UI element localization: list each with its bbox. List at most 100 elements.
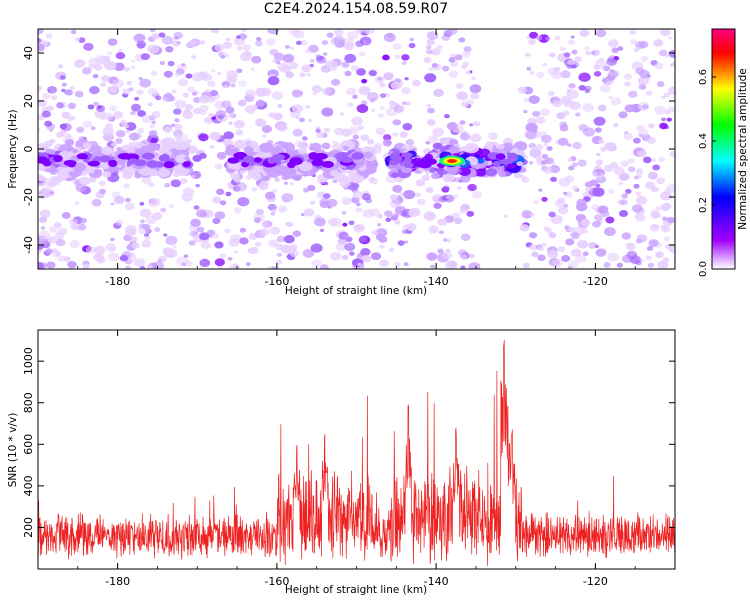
signal-speck [363, 151, 373, 159]
spectrogram-speck [599, 84, 611, 93]
snr-panel: -180 -160 -140 -120 200 400 600 800 1000 Height… [7, 329, 676, 596]
spectrogram-speck [341, 197, 352, 206]
spectrogram-speck [519, 224, 530, 232]
spectrogram-speck [445, 260, 458, 269]
spectrogram-speck [191, 55, 197, 59]
spectrogram-speck [539, 108, 551, 117]
spectrogram-speck [227, 76, 236, 83]
spectrogram-speck [568, 165, 575, 171]
spectrogram-speck [341, 128, 352, 137]
spectrogram-speck [233, 120, 245, 129]
signal-speck [68, 171, 77, 177]
spectrogram-speck [370, 108, 376, 113]
spectrogram-speck [374, 75, 385, 84]
spectrogram-speck [61, 82, 67, 87]
spectrogram-speck [139, 78, 152, 88]
spectrogram-speck [271, 188, 278, 193]
signal-speck [430, 172, 440, 180]
spectrogram-panel: -180 -160 -140 -120 -40 -20 0 20 40 Height of s… [7, 28, 676, 297]
signal-core [287, 161, 296, 169]
spectrogram-speck [356, 104, 369, 113]
spectrogram-speck [416, 198, 426, 206]
spectrogram-speck [401, 54, 410, 61]
spectrogram-speck [607, 70, 619, 79]
spectrogram-speck [470, 133, 482, 143]
spectrogram-speck [581, 228, 588, 234]
spectrogram-speck [134, 96, 140, 101]
spectrogram-speck [668, 36, 673, 40]
spectrogram-speck [121, 119, 126, 124]
spectrogram-speck [454, 177, 462, 183]
snr-series-line [38, 340, 675, 566]
spectrogram-speck [177, 78, 189, 87]
spectrogram-speck [199, 40, 206, 45]
spectrogram-speck [151, 120, 157, 125]
spectrogram-speck [195, 209, 207, 218]
spectrogram-speck [289, 182, 295, 186]
spectrogram-speck [186, 86, 195, 93]
spectrogram-speck [322, 193, 331, 199]
snr-xtick-label: -120 [583, 575, 608, 588]
spectrogram-speck [239, 237, 249, 245]
spectrogram-speck [228, 121, 233, 125]
spectrogram-speck [357, 262, 362, 267]
spectrogram-speck [260, 228, 270, 236]
spectrogram-speck [67, 261, 77, 269]
spectrogram-speck [38, 85, 43, 92]
spectrogram-speck [286, 221, 294, 228]
spectrogram-speck [142, 223, 151, 230]
signal-core [87, 160, 100, 167]
spectrogram-speck [575, 112, 581, 117]
spectrogram-speck [471, 76, 476, 80]
spectrogram-speck [61, 212, 71, 219]
spectrogram-speck [628, 166, 636, 173]
spectrogram-speck [82, 120, 93, 128]
spectrogram-speck [392, 42, 402, 50]
spectrogram-ytick-label: 20 [22, 94, 35, 108]
spectrogram-speck [542, 62, 548, 67]
spectrogram-speck [638, 133, 644, 138]
signal-speck [519, 167, 527, 173]
spectrogram-speck [160, 207, 167, 213]
spectrogram-speck [388, 247, 395, 252]
spectrogram-speck [267, 29, 280, 35]
spectrogram-speck [409, 37, 414, 42]
spectrogram-speck [255, 40, 263, 47]
spectrogram-speck [38, 230, 51, 240]
spectrogram-speck [133, 258, 146, 267]
spectrogram-speck [448, 29, 458, 35]
spectrogram-speck [146, 264, 154, 269]
spectrogram-speck [57, 64, 64, 69]
signal-core [311, 158, 324, 167]
spectrogram-speck [527, 66, 532, 70]
spectrogram-speck [359, 236, 367, 243]
spectrogram-speck [38, 38, 42, 43]
signal-speck [261, 151, 272, 159]
spectrogram-speck [415, 179, 426, 187]
signal-speck [59, 168, 66, 173]
spectrogram-speck [540, 160, 547, 165]
spectrogram-speck [598, 139, 605, 144]
spectrogram-speck [311, 85, 322, 93]
spectrogram-speck [214, 43, 225, 52]
spectrogram-speck [352, 258, 364, 267]
spectrogram-speck [136, 40, 147, 49]
signal-speck [102, 171, 112, 178]
spectrogram-speck [625, 188, 632, 194]
spectrogram-speck [647, 262, 655, 268]
spectrogram-speck [438, 196, 448, 203]
spectrogram-speck [536, 71, 545, 78]
spectrogram-speck [540, 134, 552, 143]
signal-core [427, 158, 437, 165]
spectrogram-speck [460, 265, 466, 269]
spectrogram-speck [548, 52, 556, 58]
spectrogram-speck [139, 201, 145, 206]
spectrogram-speck [523, 109, 528, 114]
spectrogram-speck [661, 117, 667, 122]
spectrogram-speck [415, 192, 421, 197]
spectrogram-speck [115, 138, 123, 144]
spectrogram-speck [426, 119, 436, 126]
spectrogram-speck [102, 127, 115, 137]
spectrogram-speck [666, 117, 672, 122]
spectrogram-speck [610, 97, 622, 106]
